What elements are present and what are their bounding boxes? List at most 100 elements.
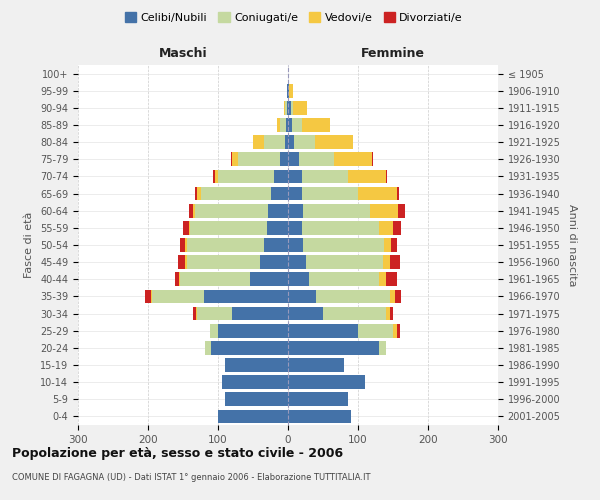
Bar [289,84,293,98]
Bar [384,238,391,252]
Bar [185,256,187,269]
Bar [178,256,185,269]
Bar [288,84,289,98]
Bar [288,376,365,389]
Bar [190,221,267,234]
Bar [323,306,386,320]
Bar [196,306,197,320]
Text: COMUNE DI FAGAGNA (UD) - Dati ISTAT 1° gennaio 2006 - Elaborazione TUTTITALIA.IT: COMUNE DI FAGAGNA (UD) - Dati ISTAT 1° g… [12,472,371,482]
Bar [263,238,288,252]
Bar [288,358,344,372]
Bar [187,256,260,269]
Bar [232,152,238,166]
Bar [288,101,291,114]
Bar [288,170,302,183]
Bar [190,204,193,218]
Bar [145,290,151,304]
Bar [302,118,330,132]
Bar [288,306,323,320]
Bar [204,290,288,304]
Bar [397,324,400,338]
Bar [175,272,179,286]
Bar [260,256,288,269]
Text: Popolazione per età, sesso e stato civile - 2006: Popolazione per età, sesso e stato civil… [12,448,343,460]
Bar [263,136,284,149]
Bar [280,152,288,166]
Bar [274,170,288,183]
Bar [286,118,288,132]
Bar [393,221,401,234]
Bar [253,136,263,149]
Bar [389,256,400,269]
Bar [277,118,280,132]
Bar [372,152,373,166]
Bar [389,290,395,304]
Bar [221,376,288,389]
Bar [309,272,379,286]
Bar [185,238,187,252]
Bar [386,306,389,320]
Bar [232,306,288,320]
Bar [218,170,274,183]
Bar [213,170,215,183]
Bar [292,118,302,132]
Bar [379,341,386,354]
Bar [268,204,288,218]
Bar [288,204,304,218]
Bar [288,272,309,286]
Bar [347,170,386,183]
Bar [288,136,293,149]
Bar [386,272,397,286]
Bar [302,221,379,234]
Bar [215,170,218,183]
Bar [288,324,358,338]
Bar [230,152,232,166]
Bar [288,238,304,252]
Bar [316,290,389,304]
Bar [358,324,393,338]
Bar [288,186,302,200]
Bar [218,324,288,338]
Bar [379,272,386,286]
Bar [284,101,287,114]
Bar [386,170,388,183]
Bar [205,341,211,354]
Y-axis label: Fasce di età: Fasce di età [25,212,34,278]
Bar [179,238,185,252]
Bar [267,221,288,234]
Bar [287,101,288,114]
Bar [397,186,398,200]
Bar [288,118,292,132]
Bar [383,256,389,269]
Bar [395,290,401,304]
Bar [193,204,195,218]
Bar [209,324,218,338]
Bar [304,238,384,252]
Bar [304,204,370,218]
Bar [193,306,196,320]
Bar [299,152,334,166]
Bar [334,152,372,166]
Bar [302,186,358,200]
Bar [291,101,293,114]
Y-axis label: Anni di nascita: Anni di nascita [567,204,577,286]
Text: Maschi: Maschi [158,47,208,60]
Bar [288,341,379,354]
Bar [393,324,397,338]
Bar [218,410,288,424]
Bar [389,306,393,320]
Bar [188,221,190,234]
Bar [197,186,200,200]
Bar [225,358,288,372]
Bar [288,256,305,269]
Bar [293,101,307,114]
Bar [200,186,271,200]
Text: Femmine: Femmine [361,47,425,60]
Bar [187,238,263,252]
Bar [288,410,351,424]
Bar [280,118,286,132]
Bar [271,186,288,200]
Bar [314,136,353,149]
Bar [302,170,347,183]
Bar [288,221,302,234]
